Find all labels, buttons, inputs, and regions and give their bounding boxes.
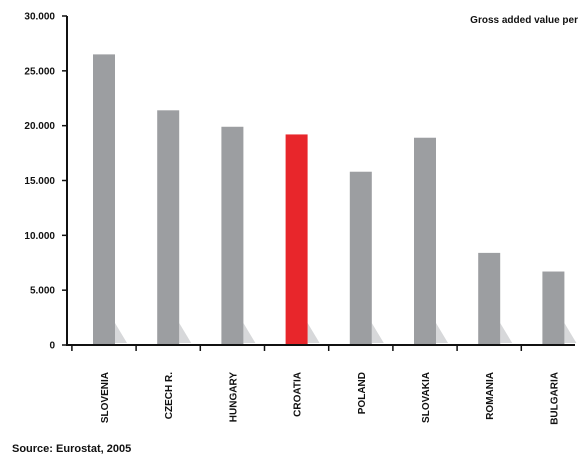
bar-romania	[478, 252, 501, 345]
y-tick-label: 5.000	[30, 286, 55, 297]
bar-slovenia	[93, 54, 115, 346]
category-label: SLOVENIA	[100, 372, 111, 423]
bar-shadow	[179, 323, 192, 343]
bar-shadow	[436, 323, 448, 343]
bar-bulgaria	[542, 271, 565, 345]
y-tick-label: 10.000	[24, 231, 55, 242]
bar-shadow	[307, 323, 320, 343]
bar-hungary	[221, 126, 244, 345]
bars-group	[93, 54, 565, 346]
category-label: HUNGARY	[228, 372, 239, 423]
category-label: BULGARIA	[549, 372, 560, 425]
category-label: CROATIA	[293, 372, 304, 417]
x-ticks-group	[71, 345, 523, 351]
bar-shadow	[500, 323, 513, 343]
category-label: CZECH R.	[164, 372, 175, 419]
y-tick-label: 0	[49, 341, 55, 352]
y-ticks-group: 0 5.000 10.000 15.000 20.000 25.000 30.000	[24, 12, 67, 352]
bar-czech-r	[157, 110, 180, 346]
category-label: SLOVAKIA	[421, 372, 432, 423]
bar-shadow	[371, 323, 384, 343]
y-tick-label: 15.000	[24, 176, 55, 187]
category-label: ROMANIA	[485, 372, 496, 420]
bar-shadow	[243, 323, 256, 343]
bar-shadow	[564, 323, 577, 343]
category-label: POLAND	[357, 372, 368, 414]
bar-shadow	[115, 323, 127, 343]
y-tick-label: 30.000	[24, 12, 55, 23]
bar-poland	[349, 171, 372, 345]
y-tick-label: 25.000	[24, 66, 55, 77]
chart-title: Gross added value per	[470, 15, 578, 26]
bar-croatia	[285, 134, 308, 345]
source-note: Source: Eurostat, 2005	[12, 443, 132, 455]
bar-slovakia	[414, 137, 436, 345]
y-tick-label: 20.000	[24, 121, 55, 132]
category-labels-group: SLOVENIA CZECH R. HUNGARY CROATIA POLAND SLOV…	[100, 372, 560, 425]
bar-shadows	[115, 323, 577, 343]
